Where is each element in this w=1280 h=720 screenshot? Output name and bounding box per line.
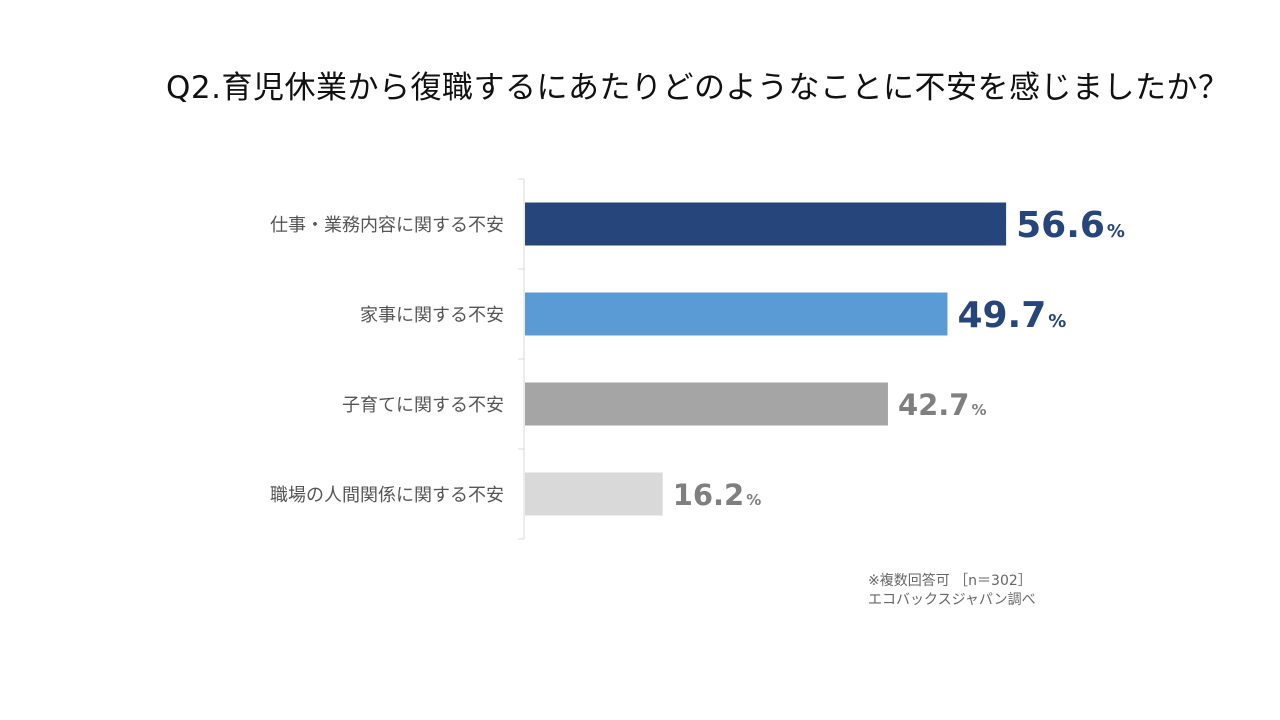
data-label: 49.7% — [957, 295, 1066, 336]
bar — [525, 202, 1007, 246]
category-label: 家事に関する不安 — [360, 305, 504, 326]
category-label: 職場の人間関係に関する不安 — [270, 485, 504, 506]
chart-title: Q2.育児休業から復職するにあたりどのようなことに不安を感じましたか？ — [166, 70, 1230, 106]
category-label: 仕事・業務内容に関する不安 — [270, 215, 504, 236]
category-label: 子育てに関する不安 — [342, 395, 504, 416]
survey-source: エコバックスジャパン調べ — [868, 592, 1036, 608]
data-label: 16.2% — [673, 478, 762, 512]
data-label: 42.7% — [898, 388, 987, 422]
source-note: ※複数回答可 ［n＝302］ エコバックスジャパン調べ — [868, 572, 1036, 610]
bar — [525, 382, 888, 426]
sample-size-note: ※複数回答可 ［n＝302］ — [868, 573, 1032, 589]
bar — [525, 472, 663, 516]
data-label: 56.6% — [1016, 205, 1125, 246]
bar — [525, 292, 948, 336]
